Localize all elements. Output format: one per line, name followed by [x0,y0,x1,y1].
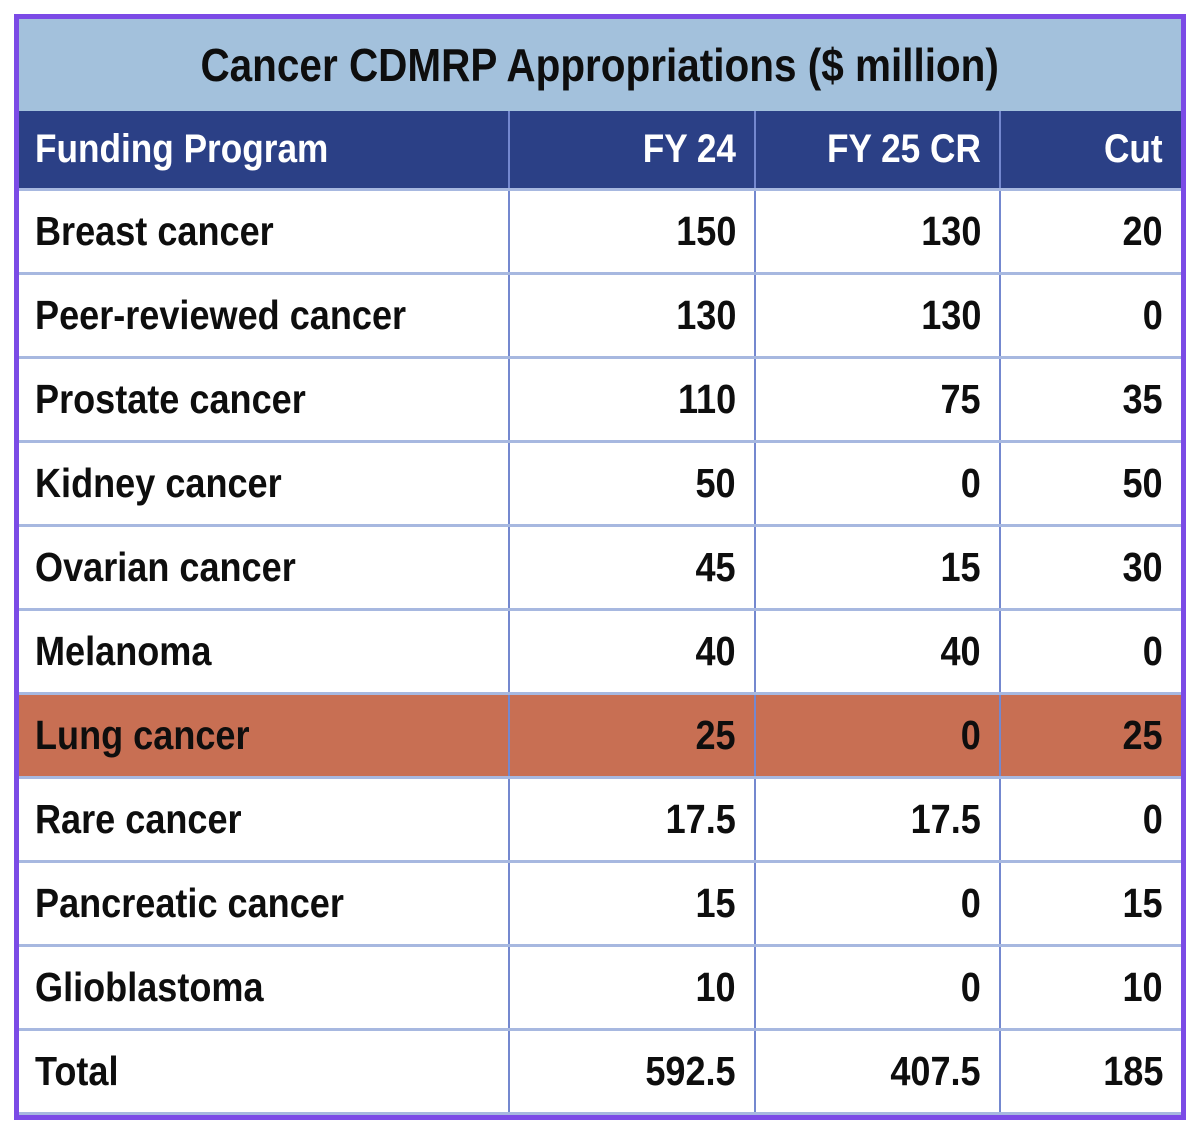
cell-program: Peer-reviewed cancer [19,271,509,357]
table-title-bar: Cancer CDMRP Appropriations ($ million) [19,19,1181,111]
table-row: Pancreatic cancer 15 0 15 [19,859,1181,945]
cell-cut: 185 [999,1027,1181,1115]
cell-program: Rare cancer [19,775,509,861]
cell-cut: 10 [999,943,1181,1029]
cell-program: Melanoma [19,607,509,693]
cell-cut: 0 [999,775,1181,861]
cell-fy25cr: 130 [754,187,1000,273]
cell-fy24: 50 [508,439,755,525]
cell-cut: 30 [999,523,1181,609]
cell-cut: 15 [999,859,1181,945]
cell-program: Glioblastoma [19,943,509,1029]
cell-program: Pancreatic cancer [19,859,509,945]
cell-cut: 20 [999,187,1181,273]
cell-fy24: 150 [508,187,755,273]
cell-fy24: 45 [508,523,755,609]
cell-fy25cr: 75 [754,355,1000,441]
cell-cut: 0 [999,607,1181,693]
cell-fy24: 130 [508,271,755,357]
table-row: Rare cancer 17.5 17.5 0 [19,775,1181,861]
table-row: Kidney cancer 50 0 50 [19,439,1181,525]
cell-fy25cr: 0 [754,859,1000,945]
table-row: Prostate cancer 110 75 35 [19,355,1181,441]
cell-fy24: 25 [508,691,755,777]
col-header-fy25cr: FY 25 CR [754,111,1000,189]
cell-program: Lung cancer [19,691,509,777]
cell-fy25cr: 17.5 [754,775,1000,861]
cell-program: Breast cancer [19,187,509,273]
col-header-funding-program: Funding Program [35,126,329,171]
cell-fy24: 10 [508,943,755,1029]
cell-program: Kidney cancer [19,439,509,525]
appropriations-table-figure: Cancer CDMRP Appropriations ($ million) … [14,14,1186,1120]
appropriations-table: Funding Program FY 24 FY 25 CR Cut Breas… [19,111,1181,1115]
table-row: Melanoma 40 40 0 [19,607,1181,693]
cell-fy25cr: 0 [754,691,1000,777]
cell-program: Total [19,1027,509,1115]
col-header-cut: Cut [999,111,1181,189]
cell-fy25cr: 407.5 [754,1027,1000,1115]
cell-fy24: 17.5 [508,775,755,861]
table-row-highlighted: Lung cancer 25 0 25 [19,691,1181,777]
table-row: Ovarian cancer 45 15 30 [19,523,1181,609]
cell-program: Prostate cancer [19,355,509,441]
cell-fy24: 110 [508,355,755,441]
table-row: Peer-reviewed cancer 130 130 0 [19,271,1181,357]
table-row: Breast cancer 150 130 20 [19,187,1181,273]
table-row: Glioblastoma 10 0 10 [19,943,1181,1029]
cell-cut: 0 [999,271,1181,357]
cell-program: Ovarian cancer [19,523,509,609]
table-row-total: Total 592.5 407.5 185 [19,1027,1181,1115]
cell-fy25cr: 0 [754,439,1000,525]
cell-fy24: 15 [508,859,755,945]
cell-fy25cr: 40 [754,607,1000,693]
table-title: Cancer CDMRP Appropriations ($ million) [200,39,1000,91]
cell-fy24: 592.5 [508,1027,755,1115]
cell-fy25cr: 0 [754,943,1000,1029]
cell-cut: 50 [999,439,1181,525]
col-header-fy24: FY 24 [508,111,755,189]
cell-fy24: 40 [508,607,755,693]
cell-fy25cr: 15 [754,523,1000,609]
header-row: Funding Program FY 24 FY 25 CR Cut [19,111,1181,189]
cell-cut: 35 [999,355,1181,441]
cell-cut: 25 [999,691,1181,777]
cell-fy25cr: 130 [754,271,1000,357]
